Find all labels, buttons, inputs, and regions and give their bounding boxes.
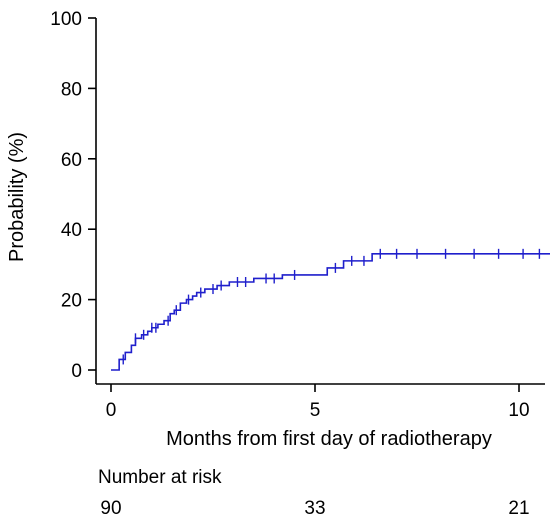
risk-count: 33 bbox=[304, 498, 325, 519]
x-ticks: 05101520253035 bbox=[106, 384, 530, 421]
y-tick-label: 40 bbox=[61, 220, 82, 241]
x-tick-label: 10 bbox=[508, 400, 529, 421]
risk-table-title: Number at risk bbox=[98, 467, 222, 488]
x-tick-label: 0 bbox=[106, 400, 117, 421]
survival-step-line bbox=[111, 253, 550, 371]
axes bbox=[95, 18, 545, 385]
y-tick-label: 80 bbox=[61, 79, 82, 100]
y-axis-title: Probability (%) bbox=[6, 132, 28, 262]
censor-marks bbox=[122, 248, 541, 365]
y-tick-label: 0 bbox=[71, 361, 82, 382]
x-axis-title: Months from first day of radiotherapy bbox=[166, 428, 492, 450]
y-tick-label: 20 bbox=[61, 291, 82, 312]
y-ticks: 0 20 40 60 80 100 bbox=[50, 9, 96, 382]
x-tick-label: 5 bbox=[310, 400, 321, 421]
survival-curve-group bbox=[111, 253, 550, 371]
risk-count: 90 bbox=[100, 498, 121, 519]
y-tick-label: 60 bbox=[61, 150, 82, 171]
y-tick-label: 100 bbox=[50, 9, 82, 30]
risk-table-counts: 903321139763 bbox=[100, 498, 529, 519]
risk-count: 21 bbox=[508, 498, 529, 519]
